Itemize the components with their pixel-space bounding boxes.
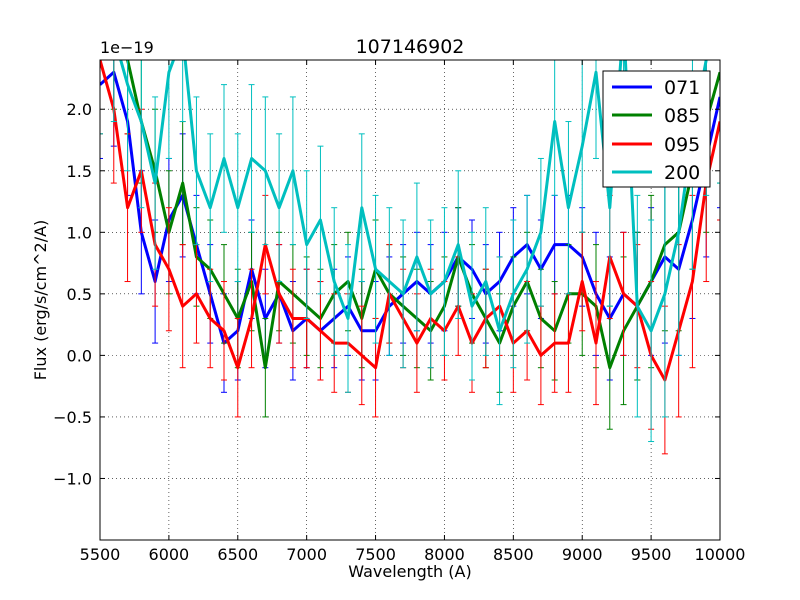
- y-tick-label: 2.0: [67, 100, 92, 119]
- x-axis-label: Wavelength (A): [348, 562, 471, 581]
- plot-frame: [99, 59, 721, 541]
- x-tick-label: 9000: [562, 545, 603, 564]
- y-scale-offset-label: 1e−19: [100, 38, 154, 57]
- x-tick-label: 9500: [631, 545, 672, 564]
- y-tick-label: 1.0: [67, 223, 92, 242]
- x-tick-label: 6000: [149, 545, 190, 564]
- x-tick-label: 8000: [424, 545, 465, 564]
- legend-label-200: 200: [664, 162, 700, 184]
- y-axis-label: Flux (erg/s/cm^2/A): [31, 220, 50, 381]
- legend-label-095: 095: [664, 134, 700, 156]
- series-line-071: [100, 70, 720, 345]
- series-line-095: [100, 60, 720, 382]
- y-tick-label: −0.5: [53, 408, 92, 427]
- x-tick-label: 7500: [355, 545, 396, 564]
- x-tick-label: 8500: [493, 545, 534, 564]
- series-line-085: [100, 60, 720, 370]
- legend: 071 085 095 200: [602, 70, 711, 188]
- y-tick-label: 1.5: [67, 162, 92, 181]
- x-tick-label: 7000: [286, 545, 327, 564]
- x-tick-label: 6500: [217, 545, 258, 564]
- y-tick-label: 0.5: [67, 285, 92, 304]
- x-tick-label: 5500: [80, 545, 121, 564]
- legend-label-085: 085: [664, 105, 700, 127]
- x-tick-label: 10000: [695, 545, 746, 564]
- axis-ticks: 5500 6000 6500 7000 7500 8000 8500 9000 9500 1000…: [53, 60, 745, 564]
- y-tick-label: −1.0: [53, 469, 92, 488]
- chart-title: 107146902: [356, 36, 465, 58]
- legend-label-071: 071: [664, 77, 700, 99]
- y-tick-label: 0.0: [67, 346, 92, 365]
- legend-box: [602, 70, 711, 188]
